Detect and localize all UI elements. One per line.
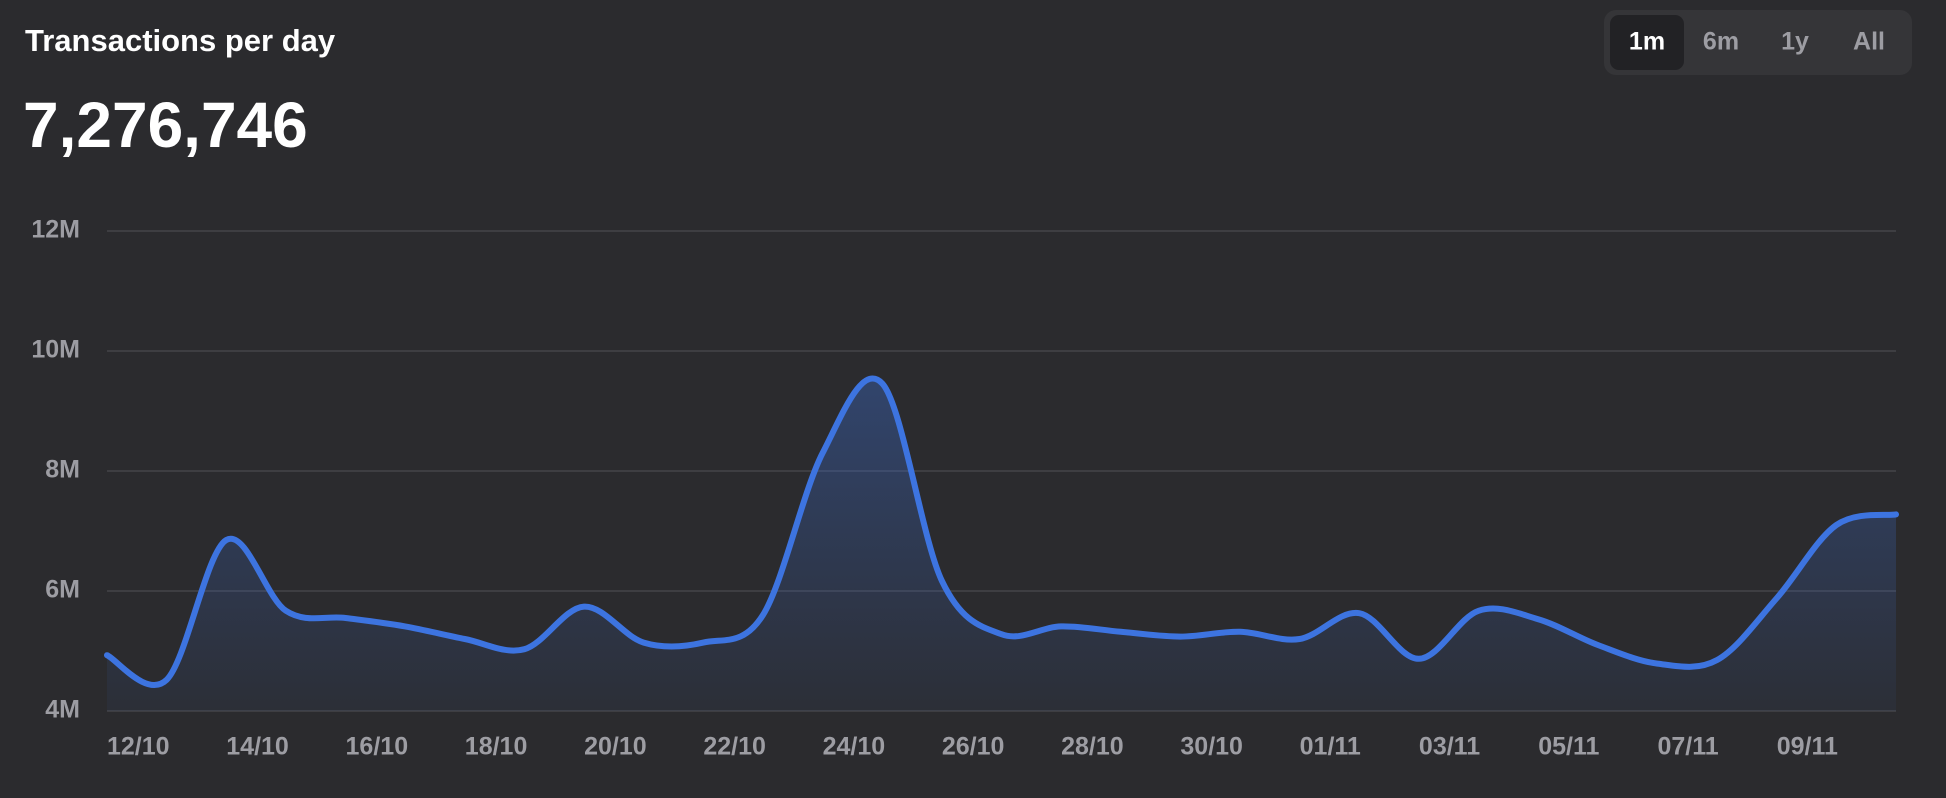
line <box>104 375 1899 688</box>
chart-title: Transactions per day <box>25 23 336 58</box>
range-button-active[interactable] <box>1610 15 1684 70</box>
range-button[interactable]: 1m <box>1629 28 1665 56</box>
y-tick-label: 6M <box>45 576 80 604</box>
x-tick-label: 14/10 <box>226 733 289 761</box>
area <box>107 378 1896 711</box>
x-tick-label: 20/10 <box>584 733 647 761</box>
headline-value: 7,276,746 <box>23 89 308 161</box>
range-button[interactable]: All <box>1853 28 1885 56</box>
y-tick-label: 12M <box>31 216 80 244</box>
x-tick-label: 09/11 <box>1777 733 1838 761</box>
x-tick-label: 22/10 <box>703 733 766 761</box>
x-tick-label: 18/10 <box>465 733 528 761</box>
range-button[interactable]: 1y <box>1781 28 1809 56</box>
x-tick-label: 30/10 <box>1180 733 1243 761</box>
x-tick-label: 28/10 <box>1061 733 1124 761</box>
y-tick-label: 4M <box>45 696 80 724</box>
range-button[interactable]: 6m <box>1703 28 1739 56</box>
x-tick-label: 16/10 <box>346 733 409 761</box>
x-tick-label: 12/10 <box>107 733 170 761</box>
x-tick-label: 26/10 <box>942 733 1005 761</box>
y-tick-label: 8M <box>45 456 80 484</box>
x-tick-label: 01/11 <box>1300 733 1361 761</box>
x-tick-label: 24/10 <box>823 733 886 761</box>
x-tick-label: 07/11 <box>1657 733 1718 761</box>
x-tick-label: 03/11 <box>1419 733 1480 761</box>
y-tick-label: 10M <box>31 336 80 364</box>
x-tick-label: 05/11 <box>1538 733 1599 761</box>
